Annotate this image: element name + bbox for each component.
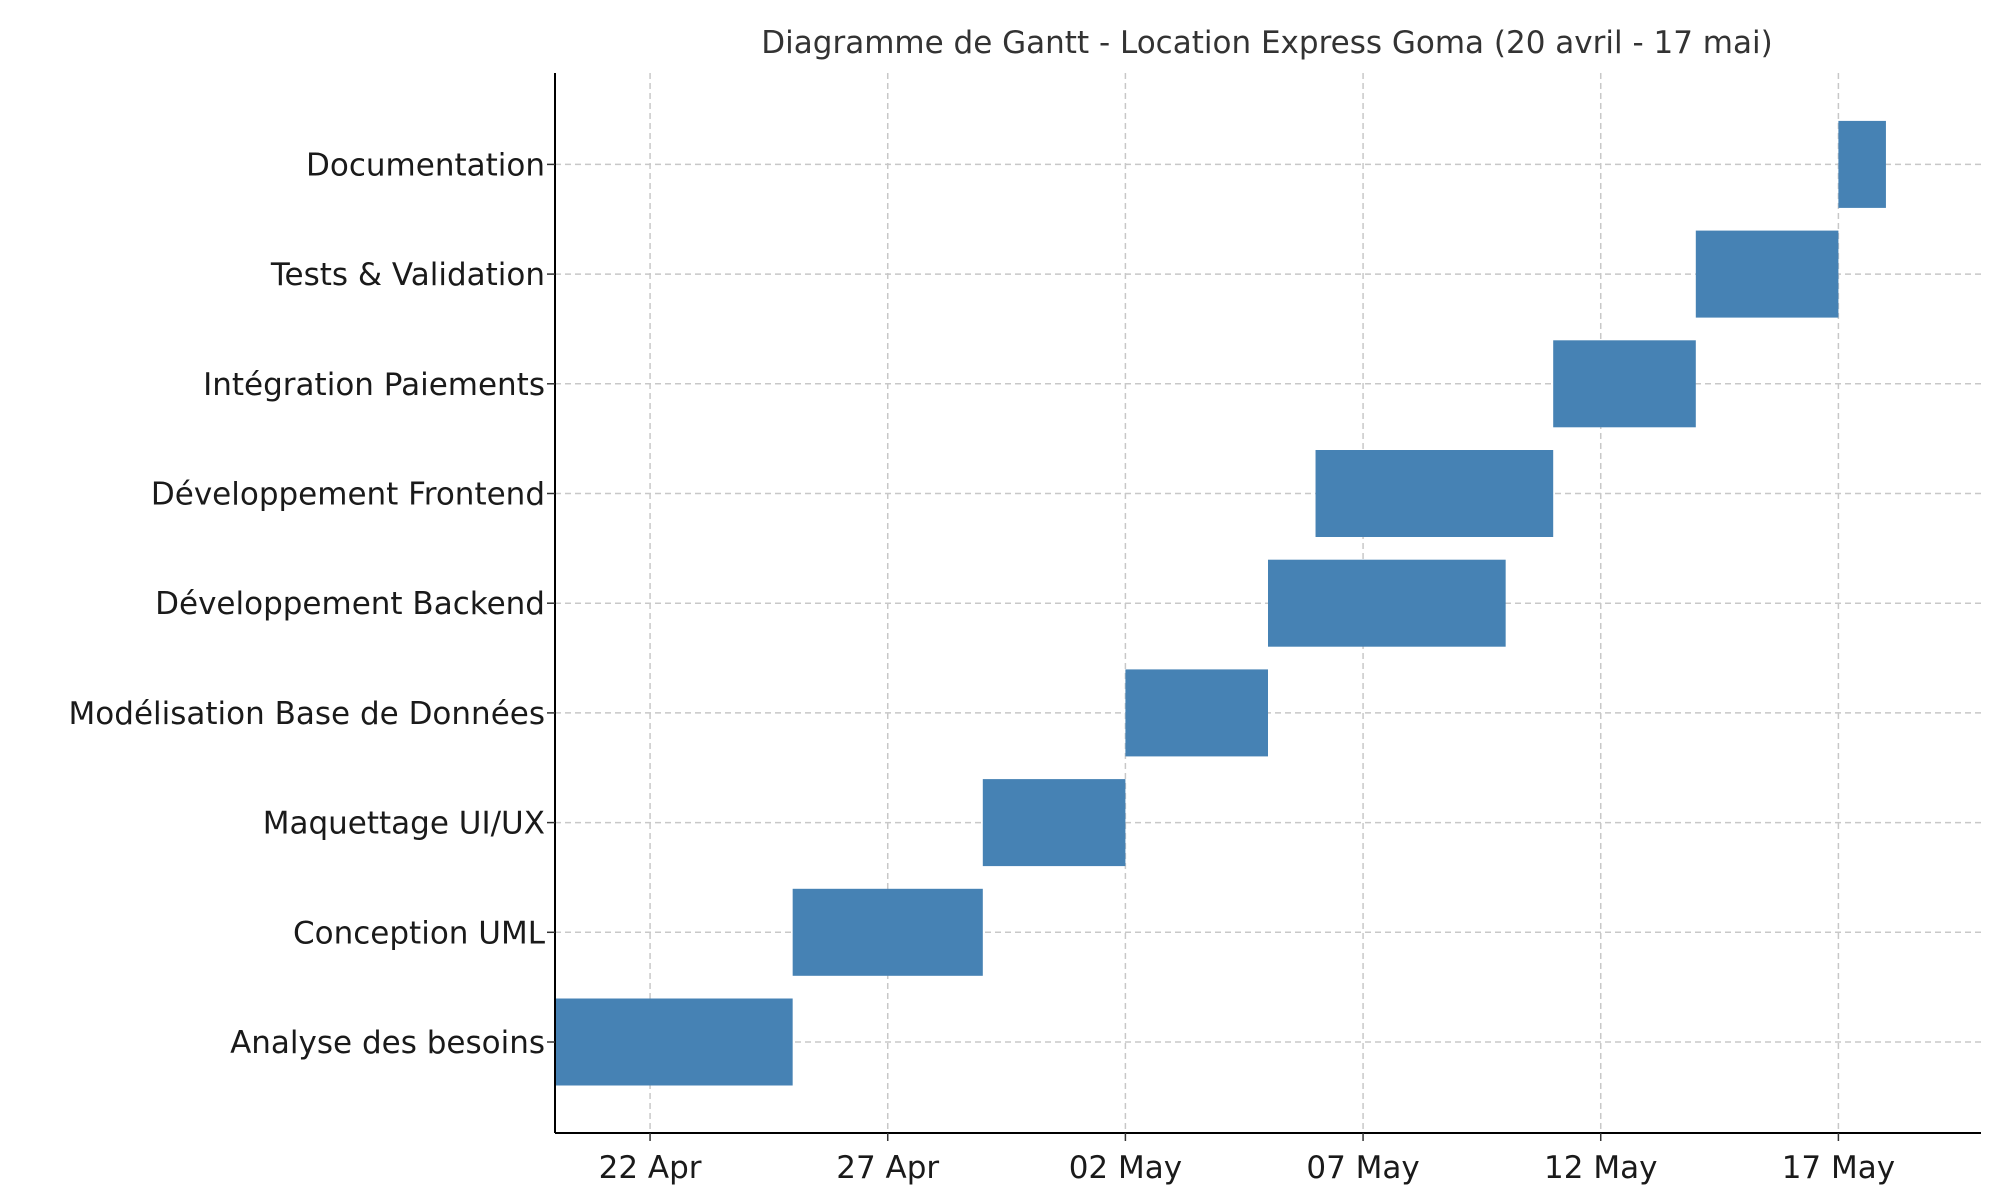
- task-label: Intégration Paiements: [203, 367, 545, 403]
- x-tick-label: 27 Apr: [836, 1150, 939, 1186]
- task-bar: [982, 779, 1126, 867]
- label-layer: 22 Apr 27 Apr 02 May 07 May 12 May 17 May Anal…: [69, 147, 1896, 1186]
- task-bar: [1268, 559, 1506, 647]
- x-tick-label: 17 May: [1782, 1150, 1895, 1186]
- task-bar: [792, 888, 983, 976]
- task-label: Tests & Validation: [270, 257, 545, 293]
- task-label: Conception UML: [293, 915, 546, 951]
- task-bar: [555, 998, 793, 1086]
- bar-layer: [555, 120, 1886, 1086]
- task-label: Développement Frontend: [151, 477, 545, 513]
- task-label: Modélisation Base de Données: [69, 696, 545, 732]
- axis-layer: [547, 73, 1981, 1141]
- x-tick-label: 02 May: [1069, 1150, 1182, 1186]
- x-tick-label: 07 May: [1306, 1150, 1419, 1186]
- task-bar: [1315, 450, 1554, 537]
- x-tick-label: 12 May: [1544, 1150, 1657, 1186]
- task-bar: [1838, 120, 1886, 208]
- chart-title: Diagramme de Gantt - Location Express Go…: [761, 25, 1772, 61]
- task-label: Analyse des besoins: [230, 1025, 545, 1061]
- task-label: Développement Backend: [155, 586, 545, 622]
- x-tick-label: 22 Apr: [599, 1150, 702, 1186]
- task-label: Maquettage UI/UX: [263, 806, 545, 842]
- task-label: Documentation: [306, 147, 545, 183]
- task-bar: [1553, 340, 1696, 428]
- task-bar: [1125, 669, 1268, 757]
- task-bar: [1695, 230, 1839, 318]
